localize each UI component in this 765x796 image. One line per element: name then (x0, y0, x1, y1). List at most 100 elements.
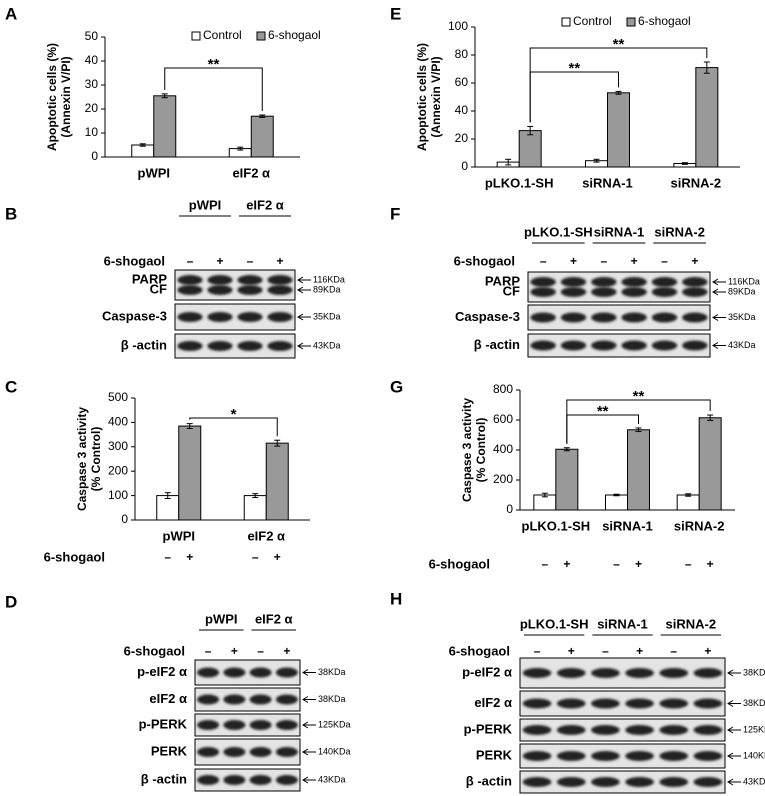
sign: + (274, 550, 281, 564)
size-arrow (727, 778, 741, 786)
blot-band (560, 287, 587, 297)
sign: + (283, 644, 290, 658)
group-label: siRNA-1 (597, 616, 648, 631)
sign: + (635, 557, 642, 571)
sign: – (602, 644, 609, 658)
row-label: CF (150, 281, 167, 296)
size-label: 89KDa (313, 284, 341, 294)
bar (178, 425, 202, 521)
blot-band (591, 751, 620, 761)
x-tick-label: pWPI (163, 528, 196, 543)
size-label: 140KDa (318, 746, 351, 756)
blot-band (530, 287, 556, 297)
blot-band (693, 698, 723, 709)
row-label: Caspase-3 (102, 308, 167, 323)
blot-band (267, 275, 293, 285)
blot-band (177, 312, 203, 322)
blot-band (591, 312, 617, 323)
y-tick-label: 800 (493, 382, 513, 396)
legend-label: Control (203, 28, 242, 42)
blot-band (223, 720, 246, 730)
blot-band (625, 698, 654, 709)
blot-strip (194, 768, 301, 792)
blot-band (237, 285, 263, 295)
blot-band (197, 667, 220, 678)
significance-bracket (189, 417, 278, 437)
blot-strip (527, 271, 711, 303)
blot-band (682, 312, 708, 323)
size-arrow (727, 752, 741, 760)
size-arrow (302, 721, 316, 729)
blot-band (556, 725, 586, 735)
y-tick-label: 50 (85, 29, 99, 43)
panel-letter: C (5, 377, 17, 396)
blot-band (177, 275, 203, 285)
blot-band (275, 667, 298, 678)
row-label: eIF2 α (474, 695, 512, 710)
size-label: 38KDa (743, 698, 765, 708)
blot-band (621, 340, 647, 351)
size-arrow (727, 726, 741, 734)
legend-label: 6-shogaol (268, 28, 321, 42)
x-tick-label: pLKO.1-SH (485, 175, 554, 190)
blot-band (275, 747, 298, 757)
sign: + (631, 254, 638, 268)
y-tick-label: 30 (85, 77, 99, 91)
bar (695, 67, 719, 168)
blot-band (556, 777, 586, 787)
treatment-label: 6-shogaol (44, 549, 105, 564)
blot-band (530, 340, 556, 351)
row-label: β -actin (141, 771, 187, 786)
size-label: 140KDa (743, 750, 765, 760)
y-tick-label: 0 (506, 502, 513, 516)
size-arrow (297, 342, 311, 350)
sign: + (707, 557, 714, 571)
panel-letter: D (5, 592, 17, 611)
blot-band (591, 777, 620, 787)
blot-band (682, 287, 708, 297)
blot-strip (519, 718, 726, 742)
blot-band (591, 698, 620, 709)
row-label: p-PERK (139, 716, 188, 731)
size-arrow (727, 669, 741, 677)
blot-band (197, 720, 220, 730)
blot-band (659, 751, 689, 761)
blot-band (556, 668, 586, 678)
y-axis-label: (Annexin V/PI) (59, 56, 73, 137)
y-axis-label: (% Control) (89, 427, 103, 492)
y-axis-label: Caspase 3 activity (75, 407, 89, 511)
treatment-label: 6-shogaol (124, 643, 185, 658)
bar (555, 448, 579, 511)
row-label: p-eIF2 α (462, 664, 512, 679)
blot-band (530, 277, 556, 287)
error-bar (186, 423, 193, 429)
blot-band (237, 341, 263, 351)
y-tick-label: 0 (461, 159, 468, 173)
x-tick-label: pLKO.1-SH (522, 518, 591, 533)
size-arrow (302, 776, 316, 784)
blot-band (621, 287, 647, 297)
size-label: 38KDa (318, 667, 346, 677)
group-label: siRNA-2 (666, 616, 717, 631)
bar (676, 494, 700, 511)
blot-band (267, 341, 293, 351)
blot-band (197, 775, 220, 785)
size-arrow (727, 700, 741, 707)
sign: + (704, 644, 711, 658)
size-arrow (302, 748, 316, 756)
blot-band (591, 725, 620, 735)
row-label: p-eIF2 α (137, 664, 187, 679)
blot-band (207, 341, 233, 351)
blot-strip (194, 713, 301, 737)
bar (153, 95, 177, 158)
size-label: 43KDa (728, 340, 756, 350)
treatment-label: 6-shogaol (454, 253, 515, 268)
sign: – (205, 644, 212, 658)
legend-label: Control (573, 14, 612, 28)
row-label: eIF2 α (149, 691, 187, 706)
blot-band (625, 777, 654, 787)
blot-band (625, 725, 654, 735)
blot-band (530, 312, 556, 323)
bar (698, 417, 722, 511)
row-label: PERK (476, 747, 513, 762)
